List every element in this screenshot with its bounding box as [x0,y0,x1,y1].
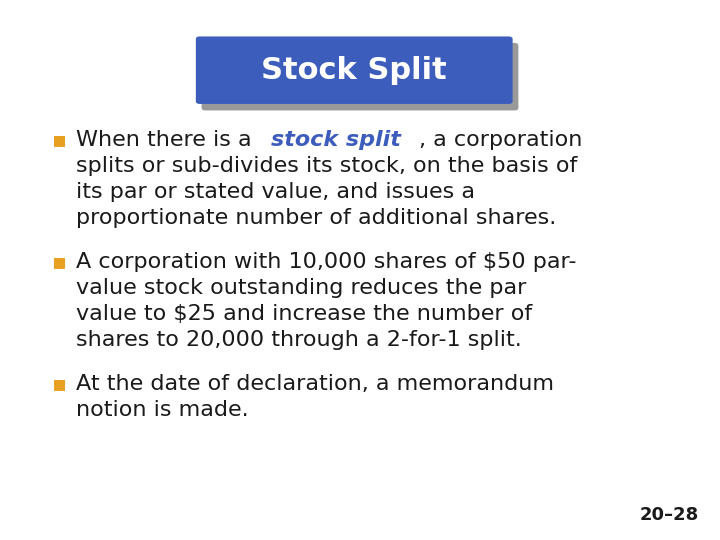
Text: When there is a: When there is a [76,130,258,150]
Text: shares to 20,000 through a 2-for-1 split.: shares to 20,000 through a 2-for-1 split… [76,329,521,349]
Text: proportionate number of additional shares.: proportionate number of additional share… [76,207,556,227]
Text: Stock Split: Stock Split [261,56,447,85]
Text: , a corporation: , a corporation [419,130,582,150]
Text: stock split: stock split [271,130,401,150]
Text: A corporation with 10,000 shares of $50 par-: A corporation with 10,000 shares of $50 … [76,252,576,272]
Text: ▪: ▪ [52,130,67,150]
Text: value to $25 and increase the number of: value to $25 and increase the number of [76,303,532,323]
Text: ▪: ▪ [52,252,67,272]
Text: splits or sub-divides its stock, on the basis of: splits or sub-divides its stock, on the … [76,156,577,176]
Text: value stock outstanding reduces the par: value stock outstanding reduces the par [76,278,526,298]
Text: 20–28: 20–28 [639,506,698,524]
Text: notion is made.: notion is made. [76,400,248,420]
Text: its par or stated value, and issues a: its par or stated value, and issues a [76,181,474,201]
Text: At the date of declaration, a memorandum: At the date of declaration, a memorandum [76,374,554,394]
Text: ▪: ▪ [52,374,67,394]
